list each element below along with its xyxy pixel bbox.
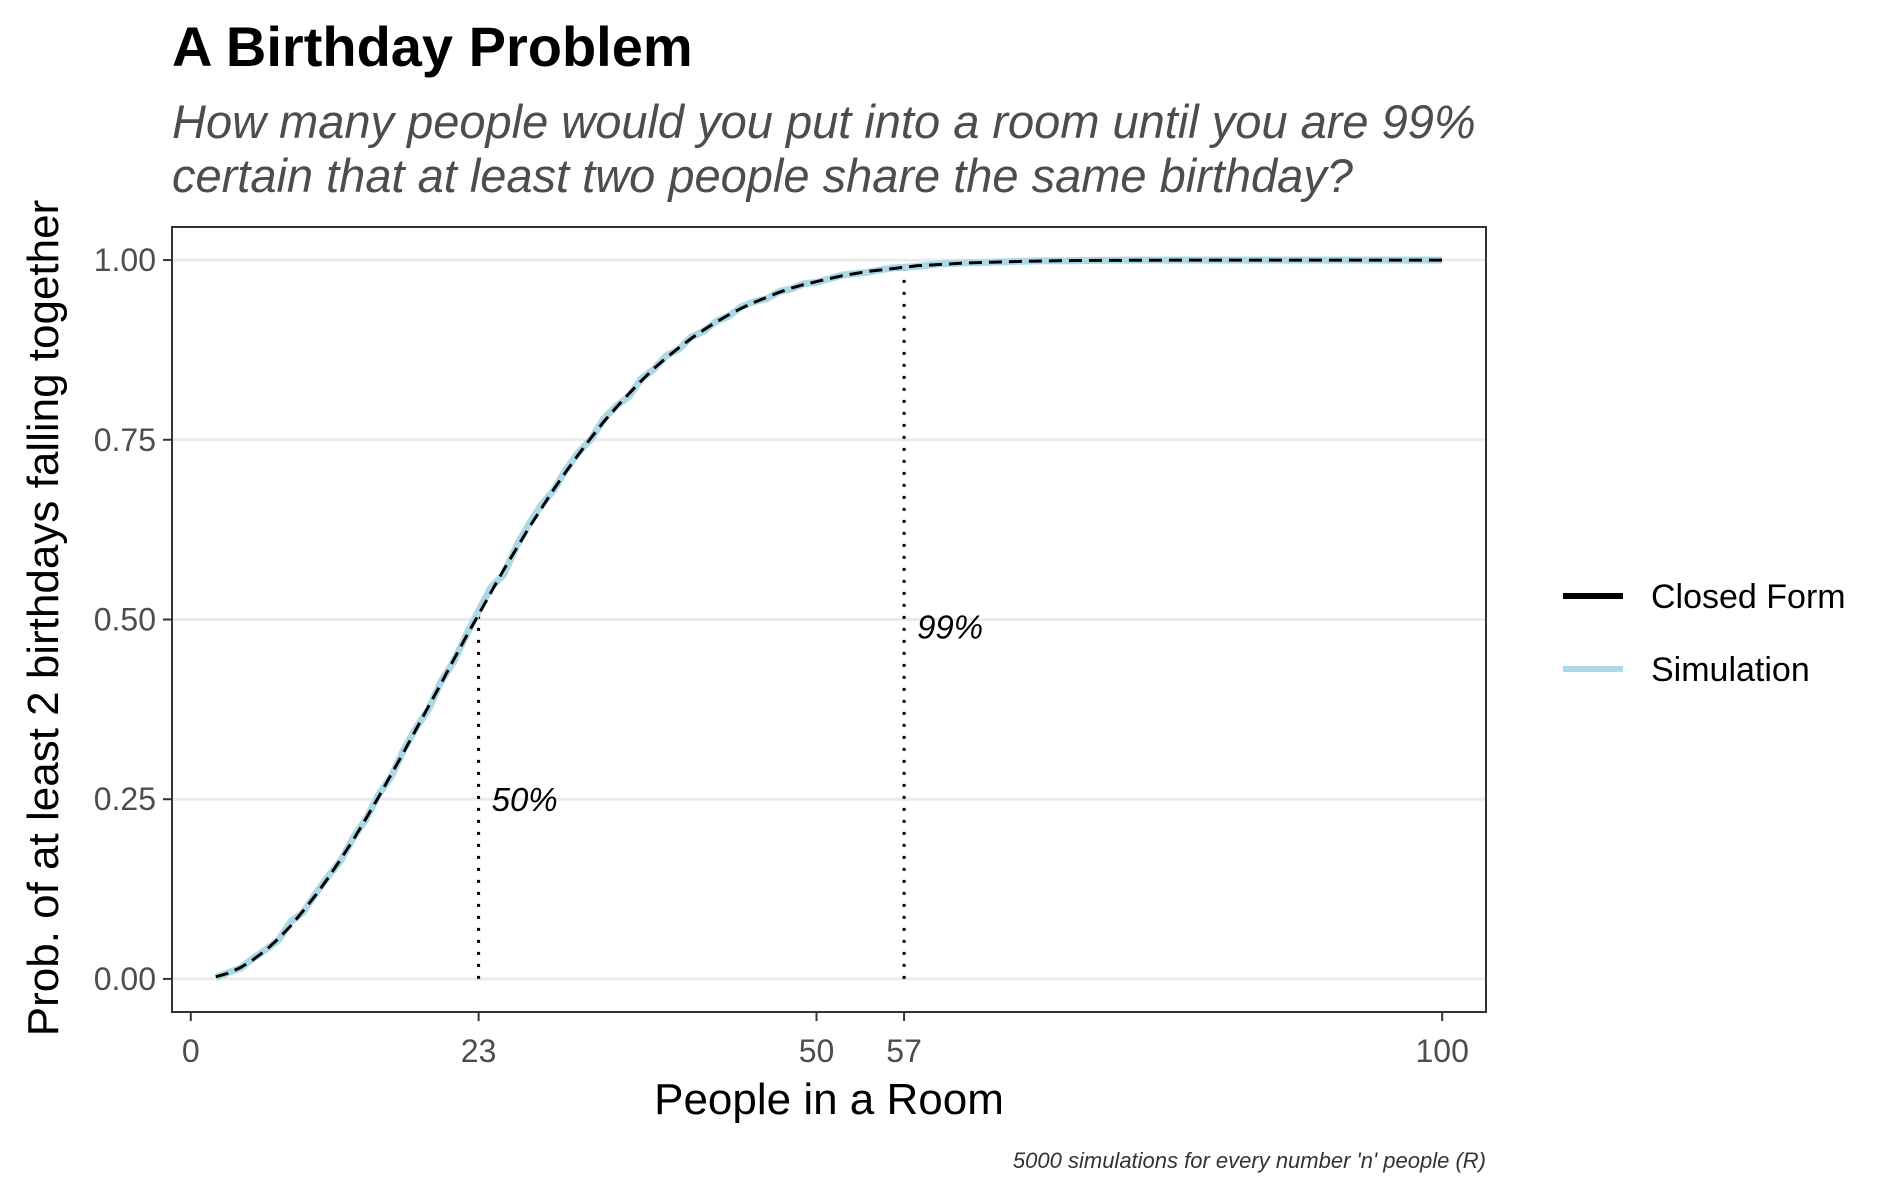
y-tick-label-2: 0.50 [94,602,156,638]
x-tick-label-4: 100 [1416,1033,1469,1069]
x-tick-label-2: 50 [799,1033,835,1069]
chart-subtitle-line-1: How many people would you put into a roo… [172,95,1476,148]
y-tick-label-1: 0.25 [94,781,156,817]
x-tick-label-0: 0 [182,1033,200,1069]
legend-label-closed-form: Closed Form [1651,578,1846,616]
x-tick-label-3: 57 [886,1033,922,1069]
y-tick-label-4: 1.00 [94,242,156,278]
chart-title: A Birthday Problem [172,15,693,78]
reference-lines: 50% 99% [477,267,983,979]
series-line-simulation [214,256,1443,981]
chart-caption: 5000 simulations for every number 'n' pe… [1013,1148,1486,1173]
grid-lines [172,258,1486,981]
series-lines [214,256,1443,981]
y-tick-label-0: 0.00 [94,961,156,997]
legend-label-simulation: Simulation [1651,651,1810,689]
reference-label-0: 50% [492,781,558,818]
y-axis-ticks: 0.00 0.25 0.50 0.75 1.00 [94,242,172,997]
legend: Closed Form Simulation [1563,578,1846,689]
reference-label-1: 99% [917,609,983,646]
y-axis-title: Prob. of at least 2 birthdays falling to… [19,200,68,1037]
chart-subtitle-line-2: certain that at least two people share t… [172,149,1353,202]
x-axis-title: People in a Room [654,1075,1004,1124]
x-tick-label-1: 23 [461,1033,497,1069]
y-tick-label-3: 0.75 [94,422,156,458]
x-axis-ticks: 0 23 50 57 100 [182,1012,1469,1069]
